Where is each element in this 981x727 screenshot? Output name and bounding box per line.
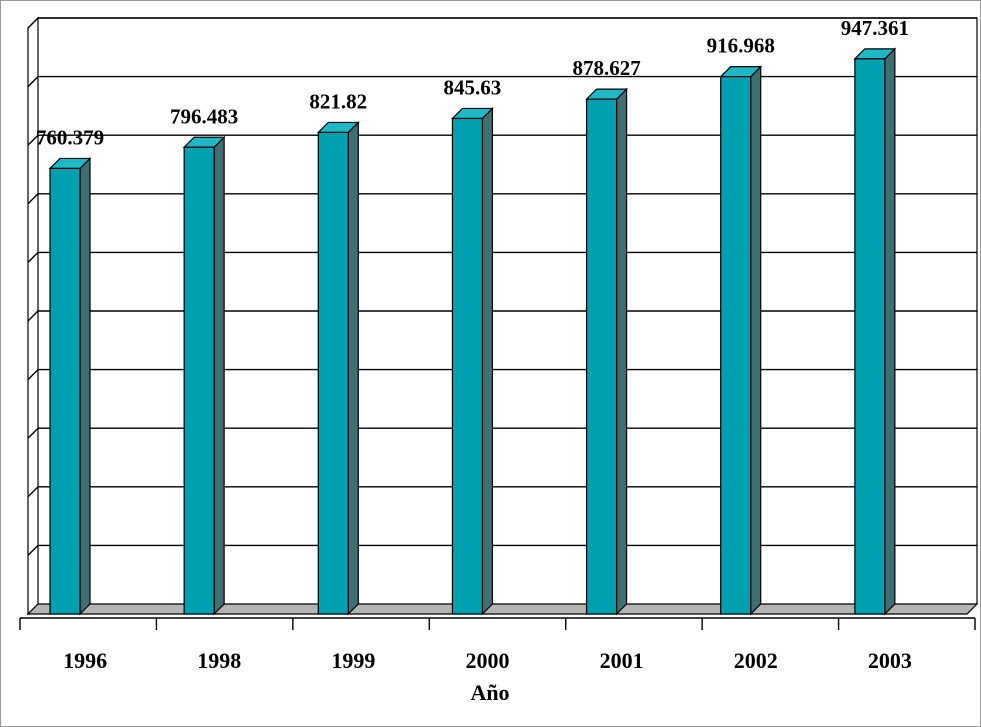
bar xyxy=(719,65,763,616)
gridlines xyxy=(27,17,977,556)
gridline xyxy=(27,544,977,556)
data-label: 821.82 xyxy=(309,89,367,113)
data-labels: 760.379 796.483 821.82 845.63 878.627 916.968… xyxy=(36,16,909,150)
gridline xyxy=(27,427,977,439)
x-axis: 1996 1998 1999 2000 2001 2002 2003 xyxy=(19,617,976,673)
gridline xyxy=(27,17,977,29)
gridline xyxy=(27,193,977,205)
bar-front xyxy=(183,146,215,615)
bar-front xyxy=(317,131,349,615)
data-label: 796.483 xyxy=(170,104,238,128)
bar xyxy=(316,120,360,616)
data-label: 878.627 xyxy=(572,56,640,80)
bar-side xyxy=(884,47,896,616)
bar-side xyxy=(347,120,359,616)
data-label: 947.361 xyxy=(841,16,909,40)
gridline xyxy=(27,310,977,322)
x-tick-label: 1999 xyxy=(331,648,375,673)
x-tick-label: 1998 xyxy=(197,648,241,673)
bar-side xyxy=(750,65,762,616)
gridline xyxy=(27,75,977,88)
gridline xyxy=(27,486,977,498)
bar xyxy=(450,107,494,616)
bar-side xyxy=(79,156,91,616)
bar-side xyxy=(481,107,494,616)
bar-front xyxy=(854,58,886,615)
x-tick-label: 2002 xyxy=(734,648,778,673)
data-label: 916.968 xyxy=(707,34,775,58)
bar-front xyxy=(49,167,81,615)
x-tick-label: 2000 xyxy=(466,648,510,673)
data-label: 845.63 xyxy=(444,75,502,99)
bar-front xyxy=(451,117,484,615)
gridline xyxy=(27,134,977,146)
bar xyxy=(48,156,92,616)
bar-side xyxy=(615,87,628,616)
x-axis-title: Año xyxy=(470,680,509,705)
data-label: 760.379 xyxy=(36,125,104,149)
bar xyxy=(585,87,629,616)
gridline xyxy=(27,368,977,381)
floor-plane xyxy=(26,603,979,615)
bar-front xyxy=(585,98,618,615)
chart-floor xyxy=(26,603,979,615)
bars xyxy=(48,47,897,616)
x-tick-label: 2001 xyxy=(600,648,644,673)
bar-front xyxy=(720,76,752,615)
bar-side xyxy=(213,135,225,616)
bar xyxy=(853,47,897,616)
x-tick-label: 2003 xyxy=(868,648,912,673)
gridline xyxy=(27,251,977,263)
bar xyxy=(182,135,226,616)
x-tick-label: 1996 xyxy=(63,648,107,673)
